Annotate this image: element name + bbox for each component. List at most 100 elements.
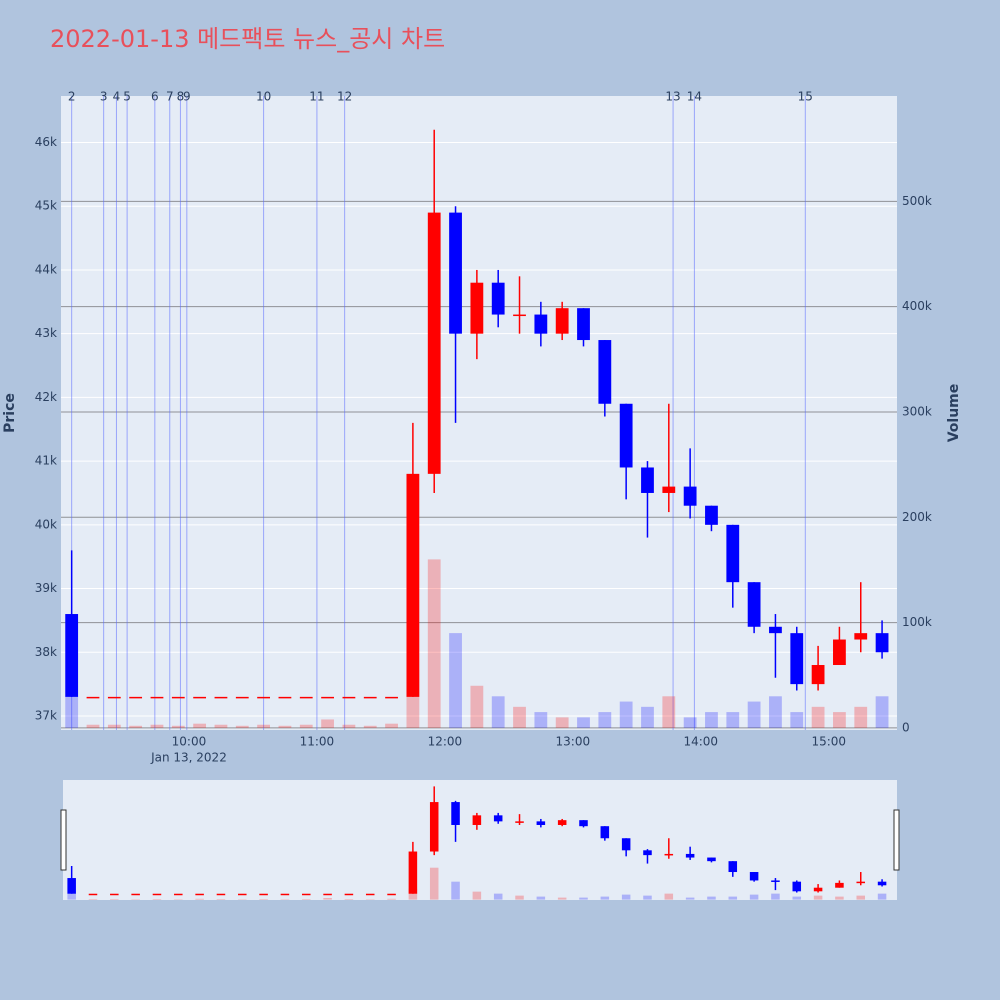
mini-volume-bar — [259, 899, 268, 900]
range-handle-right[interactable] — [893, 809, 900, 871]
news-label: 9 — [183, 90, 191, 104]
volume-bar — [598, 712, 612, 728]
mini-volume-bar — [813, 895, 823, 900]
mini-volume-bar — [579, 897, 588, 900]
candle-body — [214, 696, 228, 699]
volume-bar — [86, 724, 100, 728]
mini-volume-bar — [88, 899, 98, 900]
mini-candle-body — [621, 838, 631, 851]
volume-bar — [619, 701, 633, 728]
candle-body — [193, 696, 207, 699]
volume-bar — [321, 719, 334, 728]
candle-body — [833, 639, 846, 666]
volume-bar — [257, 724, 270, 728]
mini-volume-bar — [408, 888, 418, 900]
candle-body — [854, 633, 868, 640]
mini-volume-bar — [152, 899, 162, 900]
mini-candle-body — [749, 872, 759, 881]
y2-tick-label: 200k — [902, 510, 932, 524]
mini-volume-bar — [344, 899, 354, 900]
mini-volume-bar — [643, 895, 652, 900]
candle-body — [299, 696, 313, 699]
mini-volume-bar — [387, 898, 396, 900]
mini-candle-body — [451, 802, 460, 825]
mini-volume-bar — [557, 897, 567, 900]
candle-body — [107, 696, 121, 699]
mini-candle-body — [174, 893, 183, 896]
y2-axis-title: Volume — [946, 384, 962, 443]
mini-candle-body — [152, 893, 162, 896]
mini-candle-body — [365, 893, 375, 896]
volume-bar — [555, 717, 569, 728]
mini-candle-body — [536, 821, 546, 825]
news-label: 15 — [798, 90, 813, 104]
news-label: 3 — [100, 90, 108, 104]
mini-volume-bar — [67, 893, 76, 900]
mini-volume-bar — [621, 894, 631, 900]
candle-body — [86, 696, 100, 699]
news-label: 5 — [123, 90, 131, 104]
x-tick-label: 14:00 — [683, 735, 718, 749]
mini-volume-bar — [451, 881, 460, 900]
mini-candle-body — [429, 802, 439, 852]
candle-body — [598, 340, 612, 404]
mini-volume-bar — [195, 898, 204, 900]
mini-volume-bar — [707, 896, 716, 900]
candle-body — [406, 473, 420, 697]
mini-volume-bar — [515, 895, 524, 900]
y-tick-label: 46k — [35, 135, 57, 149]
candle-body — [513, 314, 526, 317]
candle-body — [555, 308, 569, 334]
volume-bar — [385, 723, 398, 728]
mini-volume-bar — [856, 895, 866, 900]
volume-bar — [726, 712, 740, 728]
candle-body — [577, 308, 590, 341]
range-slider[interactable] — [63, 780, 897, 900]
candle-body — [683, 486, 697, 506]
candle-body — [470, 282, 484, 334]
mini-candle-body — [131, 893, 140, 896]
mini-candle-body — [301, 893, 311, 896]
volume-bar — [683, 717, 697, 728]
mini-candle-body — [877, 881, 887, 886]
y-tick-label: 45k — [35, 199, 57, 213]
candle-body — [150, 696, 164, 699]
news-label: 4 — [113, 90, 121, 104]
volume-bar — [193, 723, 207, 728]
candle-body — [363, 696, 377, 699]
news-label: 6 — [151, 90, 159, 104]
mini-volume-bar — [835, 896, 844, 900]
y-tick-label: 42k — [35, 390, 57, 404]
volume-bar — [747, 701, 761, 728]
volume-bar — [534, 712, 548, 728]
y2-tick-label: 0 — [902, 720, 910, 734]
range-handle-left[interactable] — [60, 809, 67, 871]
mini-volume-bar — [323, 898, 332, 900]
mini-volume-bar — [749, 894, 759, 900]
mini-volume-bar — [110, 899, 119, 900]
y-tick-label: 40k — [35, 517, 57, 531]
mini-candle-body — [67, 878, 76, 894]
candle-body — [65, 614, 79, 697]
news-label: 11 — [309, 90, 324, 104]
mini-candle-body — [728, 861, 738, 873]
candle-body — [278, 696, 292, 699]
mini-candle-body — [643, 850, 652, 856]
volume-bar — [363, 725, 377, 728]
news-label: 14 — [687, 90, 702, 104]
y-tick-label: 41k — [35, 454, 57, 468]
candle-body — [342, 696, 356, 699]
mini-candle-body — [408, 851, 418, 894]
volume-bar — [171, 725, 185, 728]
mini-candle-body — [323, 893, 332, 896]
y2-tick-label: 400k — [902, 299, 932, 313]
mini-volume-bar — [600, 896, 610, 900]
candle-body — [129, 696, 143, 699]
volume-bar — [129, 725, 143, 728]
mini-candle-body — [88, 893, 98, 896]
volume-bar — [577, 717, 590, 728]
mini-candle-body — [216, 893, 226, 896]
mini-candle-body — [771, 880, 780, 882]
volume-bar — [342, 724, 356, 728]
mini-candle-body — [110, 893, 119, 896]
